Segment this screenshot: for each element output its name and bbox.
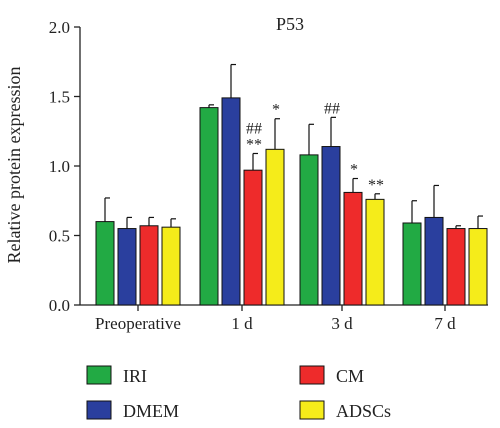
bar bbox=[446, 228, 466, 306]
bar bbox=[468, 228, 488, 306]
significance-mark: ## bbox=[324, 100, 340, 117]
y-tick-label: 2.0 bbox=[49, 18, 70, 37]
legend-swatch bbox=[86, 365, 112, 385]
significance-mark: * bbox=[272, 102, 280, 119]
x-tick-label: 1 d bbox=[231, 314, 253, 333]
legend-swatch bbox=[86, 400, 112, 420]
y-tick-label: 0.0 bbox=[49, 296, 70, 315]
legend-item: DMEM bbox=[86, 400, 179, 421]
legend-label: DMEM bbox=[123, 401, 179, 421]
bar bbox=[139, 225, 159, 306]
y-tick-label: 0.5 bbox=[49, 227, 70, 246]
bars-group bbox=[95, 63, 488, 306]
legend: IRI DMEM CM ADSCs bbox=[86, 365, 391, 421]
bar bbox=[95, 221, 115, 306]
legend-item: CM bbox=[299, 365, 364, 386]
significance-mark: ## bbox=[246, 120, 262, 137]
significance-annotations: ##*** ##*** bbox=[246, 100, 384, 193]
bar bbox=[243, 169, 263, 306]
bar bbox=[265, 148, 285, 306]
bar bbox=[424, 216, 444, 306]
bar bbox=[402, 222, 422, 306]
x-tick-label: 7 d bbox=[434, 314, 456, 333]
bar bbox=[299, 154, 319, 306]
y-tick-label: 1.5 bbox=[49, 88, 70, 107]
significance-mark: * bbox=[350, 162, 358, 179]
bar bbox=[365, 198, 385, 306]
significance-mark: ** bbox=[368, 177, 384, 194]
bar bbox=[321, 146, 341, 306]
bar bbox=[117, 228, 137, 306]
bar bbox=[161, 226, 181, 306]
legend-label: CM bbox=[336, 366, 364, 386]
legend-item: ADSCs bbox=[299, 400, 391, 421]
x-tick-label: Preoperative bbox=[95, 314, 181, 333]
bar bbox=[221, 97, 241, 306]
legend-swatch bbox=[299, 365, 325, 385]
legend-item: IRI bbox=[86, 365, 147, 386]
bar bbox=[199, 107, 219, 306]
y-axis-label: Relative protein expression bbox=[4, 67, 24, 264]
significance-mark: ** bbox=[246, 136, 262, 153]
bar bbox=[343, 191, 363, 306]
x-tick-label: 3 d bbox=[331, 314, 353, 333]
legend-swatch bbox=[299, 400, 325, 420]
legend-label: ADSCs bbox=[336, 401, 391, 421]
y-tick-label: 1.0 bbox=[49, 157, 70, 176]
legend-label: IRI bbox=[123, 366, 147, 386]
chart-title: P53 bbox=[276, 14, 304, 34]
